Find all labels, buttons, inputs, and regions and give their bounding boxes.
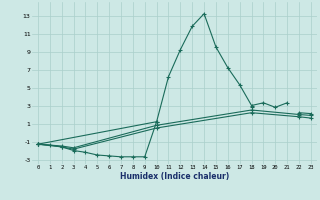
- X-axis label: Humidex (Indice chaleur): Humidex (Indice chaleur): [120, 172, 229, 181]
